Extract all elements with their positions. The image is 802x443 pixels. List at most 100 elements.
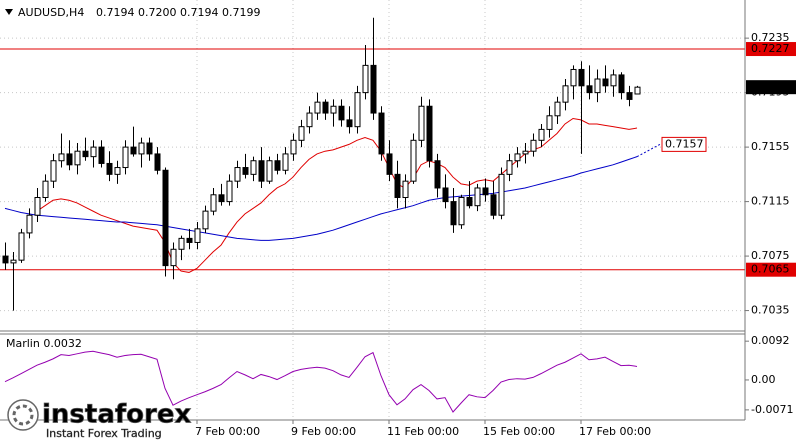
candle-body bbox=[42, 180, 49, 199]
candle-body bbox=[122, 146, 129, 169]
candle-body bbox=[218, 194, 225, 203]
current-price-box bbox=[746, 80, 796, 95]
candle-body bbox=[522, 150, 529, 155]
projection-label-box bbox=[661, 136, 707, 152]
candle-body bbox=[146, 142, 153, 155]
candle-body bbox=[346, 119, 353, 128]
y-tick-label: -0.0071 bbox=[751, 403, 793, 416]
candle-body bbox=[210, 194, 217, 212]
candle-body bbox=[378, 112, 385, 155]
level-label-box bbox=[746, 262, 796, 277]
candle-body bbox=[322, 101, 329, 114]
candle-body bbox=[426, 105, 433, 162]
quote: 0.7194 0.7200 0.7194 0.7199 bbox=[96, 6, 260, 19]
x-tick-label: 7 Feb 00:00 bbox=[195, 425, 260, 438]
candle-body bbox=[634, 86, 641, 95]
candle-body bbox=[466, 197, 473, 207]
candle-body bbox=[226, 180, 233, 203]
candle-body bbox=[354, 92, 361, 128]
candle-body bbox=[578, 68, 585, 87]
candle-body bbox=[10, 259, 17, 264]
candle-body bbox=[586, 85, 593, 94]
candle-body bbox=[34, 197, 41, 216]
candle-body bbox=[370, 64, 377, 114]
candle-body bbox=[562, 85, 569, 103]
candle-body bbox=[602, 78, 609, 87]
candle-body bbox=[442, 187, 449, 203]
candle-body bbox=[626, 92, 633, 100]
current-price-label: 0.7199 bbox=[751, 80, 790, 93]
moving-average bbox=[36, 117, 638, 273]
candle-body bbox=[434, 160, 441, 189]
candle-body bbox=[114, 167, 121, 175]
candle-body bbox=[490, 194, 497, 216]
candle-body bbox=[18, 232, 25, 261]
candle-body bbox=[66, 153, 73, 166]
candle-body bbox=[394, 173, 401, 199]
y-tick-label: 0.7115 bbox=[751, 195, 790, 208]
candle-body bbox=[410, 139, 417, 182]
candle-body bbox=[162, 169, 169, 267]
candle-body bbox=[530, 139, 537, 152]
indicator-title: Marlin 0.0032 bbox=[6, 337, 82, 350]
candle-body bbox=[290, 139, 297, 155]
candle-body bbox=[178, 237, 185, 250]
candle-body bbox=[250, 160, 257, 175]
candle-body bbox=[298, 126, 305, 141]
candle-body bbox=[418, 105, 425, 141]
candle-body bbox=[506, 160, 513, 175]
candle-body bbox=[538, 128, 545, 141]
symbol-title: AUDUSD,H4 bbox=[18, 6, 84, 19]
candle-body bbox=[106, 162, 113, 175]
candle-body bbox=[282, 153, 289, 171]
candle-body bbox=[90, 146, 97, 158]
indicator-value: 0.0032 bbox=[43, 337, 82, 350]
candle-body bbox=[154, 153, 161, 171]
candle-body bbox=[306, 112, 313, 128]
level-label-box bbox=[746, 42, 796, 57]
symbol-menu-arrow[interactable] bbox=[5, 9, 13, 15]
level-label: 0.7065 bbox=[751, 263, 790, 276]
candle-body bbox=[186, 237, 193, 243]
watermark-brand: instaforex bbox=[42, 400, 192, 430]
candle-body bbox=[498, 173, 505, 216]
x-tick-label: 17 Feb 00:00 bbox=[579, 425, 651, 438]
candle-body bbox=[338, 105, 345, 121]
projection-label: 0.7157 bbox=[665, 137, 704, 150]
candle-body bbox=[618, 74, 625, 94]
candle-body bbox=[82, 150, 89, 158]
candle-body bbox=[130, 146, 137, 155]
logo-ring bbox=[7, 399, 39, 431]
candle-body bbox=[74, 150, 81, 166]
y-tick-label: 0.0092 bbox=[751, 334, 790, 347]
candle-body bbox=[314, 101, 321, 114]
candle-body bbox=[402, 180, 409, 199]
y-tick-label: 0.7235 bbox=[751, 31, 790, 44]
candle-body bbox=[242, 167, 249, 175]
candle-body bbox=[554, 101, 561, 117]
candle-body bbox=[474, 187, 481, 207]
logo-gear bbox=[12, 404, 34, 426]
candle-body bbox=[266, 160, 273, 182]
y-tick-label: 0.7155 bbox=[751, 140, 790, 153]
candle-body bbox=[386, 153, 393, 175]
candle-body bbox=[570, 68, 577, 87]
candle-body bbox=[458, 197, 465, 226]
y-tick-label: 0.00 bbox=[751, 373, 776, 386]
candle-body bbox=[202, 210, 209, 230]
candle-body bbox=[482, 187, 489, 196]
watermark: instaforex Instant Forex Trading bbox=[7, 399, 192, 440]
x-tick-label: 9 Feb 00:00 bbox=[291, 425, 356, 438]
candle-body bbox=[362, 64, 369, 94]
y-tick-label: 0.7075 bbox=[751, 249, 790, 262]
candle-body bbox=[170, 248, 177, 267]
candle-body bbox=[98, 146, 105, 164]
level-label: 0.7227 bbox=[751, 42, 790, 55]
indicator-name: Marlin bbox=[6, 337, 40, 350]
candle-body bbox=[546, 115, 553, 130]
candle-body bbox=[234, 167, 241, 182]
moving-average bbox=[4, 156, 638, 241]
x-tick-label: 11 Feb 00:00 bbox=[387, 425, 459, 438]
